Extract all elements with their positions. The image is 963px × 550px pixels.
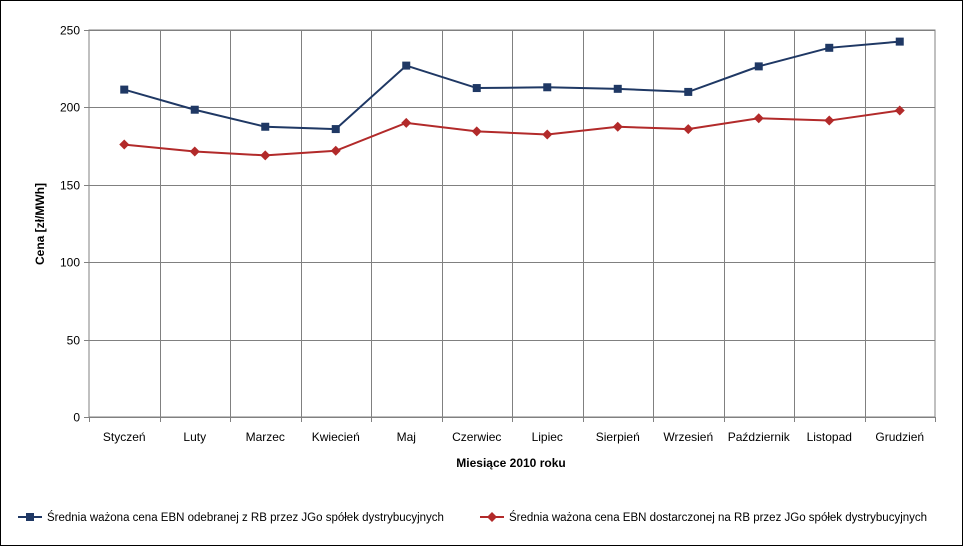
y-tick-label: 250 [60, 24, 80, 38]
data-point-marker [895, 37, 904, 46]
y-axis-title: Cena [zł/MWh] [33, 183, 47, 265]
series-lines [119, 37, 905, 161]
x-tick-label: Lipiec [532, 430, 563, 444]
data-point-marker [825, 43, 834, 52]
x-tick-label: Marzec [246, 430, 285, 444]
y-tick-label: 0 [73, 411, 80, 425]
data-point-marker [894, 105, 905, 116]
data-point-marker [472, 84, 481, 93]
data-point-marker [471, 126, 482, 137]
series-line [124, 109, 900, 157]
data-point-marker [331, 125, 340, 134]
legend-label: Średnia ważona cena EBN dostarczonej na … [509, 511, 927, 524]
x-tick-label: Sierpień [596, 430, 640, 444]
x-axis-title: Miesiące 2010 roku [456, 456, 565, 470]
data-point-marker [542, 129, 553, 140]
data-point-marker [754, 62, 763, 71]
axes: 0 50 100 150 200 250 Styczeń Luty Marzec Kwiecień… [60, 24, 936, 444]
y-tick-label: 150 [60, 179, 80, 193]
legend-entry-2: Średnia ważona cena EBN dostarczonej na … [480, 511, 927, 524]
x-tick-label: Październik [728, 430, 791, 444]
data-point-marker [120, 85, 129, 94]
data-point-marker [684, 87, 693, 96]
data-point-marker [401, 117, 412, 128]
data-point-marker [261, 122, 270, 131]
series-2 [119, 105, 905, 161]
y-tick-label: 50 [67, 334, 81, 348]
data-point-marker [543, 83, 552, 92]
data-point-marker [330, 145, 341, 156]
data-point-marker [26, 513, 34, 521]
y-tick-label: 100 [60, 256, 80, 270]
x-tick-label: Listopad [807, 430, 852, 444]
data-point-marker [824, 115, 835, 126]
data-point-marker [683, 124, 694, 135]
data-point-marker [613, 84, 622, 93]
x-tick-label: Czerwiec [452, 430, 501, 444]
legend-entry-1: Średnia ważona cena EBN odebranej z RB p… [18, 511, 444, 524]
legend: Średnia ważona cena EBN odebranej z RB p… [18, 511, 927, 524]
x-tick-label: Kwiecień [312, 430, 360, 444]
data-point-marker [119, 139, 130, 150]
series-1 [120, 37, 904, 134]
data-point-marker [260, 150, 271, 161]
x-tick-label: Luty [183, 430, 206, 444]
x-tick-label: Styczeń [103, 430, 146, 444]
data-point-marker [487, 512, 497, 522]
series-line [123, 40, 900, 131]
data-point-marker [189, 146, 200, 157]
y-tick-label: 200 [60, 101, 80, 115]
x-tick-label: Maj [397, 430, 416, 444]
data-point-marker [612, 121, 623, 132]
data-point-marker [402, 61, 411, 70]
data-point-marker [190, 105, 199, 114]
x-tick-label: Grudzień [875, 430, 924, 444]
legend-label: Średnia ważona cena EBN odebranej z RB p… [47, 511, 444, 524]
data-point-marker [753, 113, 764, 124]
x-tick-label: Wrzesień [663, 430, 713, 444]
